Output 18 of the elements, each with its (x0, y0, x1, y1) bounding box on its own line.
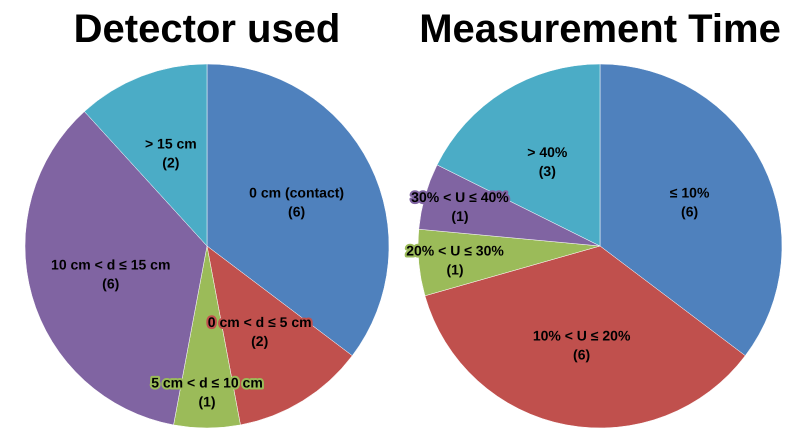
data-label: (2) (251, 333, 268, 350)
data-label: (1) (198, 394, 216, 410)
data-label: (1) (446, 261, 464, 278)
chart-title: Measurement Time (419, 7, 781, 51)
slice-label: 0 cm (contact) (249, 184, 344, 200)
chart-title: Detector used (74, 7, 340, 51)
data-label: (6) (288, 203, 306, 220)
slice-label: ≤ 10% (670, 184, 710, 200)
data-label: (1) (451, 208, 469, 224)
slice-label: 10 cm < d ≤ 15 cm (51, 256, 170, 272)
data-label: (6) (681, 203, 698, 220)
data-label: (2) (162, 154, 180, 171)
data-label: (6) (573, 346, 590, 362)
slice-label: > 15 cm (144, 136, 197, 152)
data-label: (3) (538, 162, 556, 179)
slice-label: > 40% (527, 144, 568, 160)
slice-label: 10% < U ≤ 20% (532, 327, 631, 344)
data-label: (6) (102, 275, 120, 292)
